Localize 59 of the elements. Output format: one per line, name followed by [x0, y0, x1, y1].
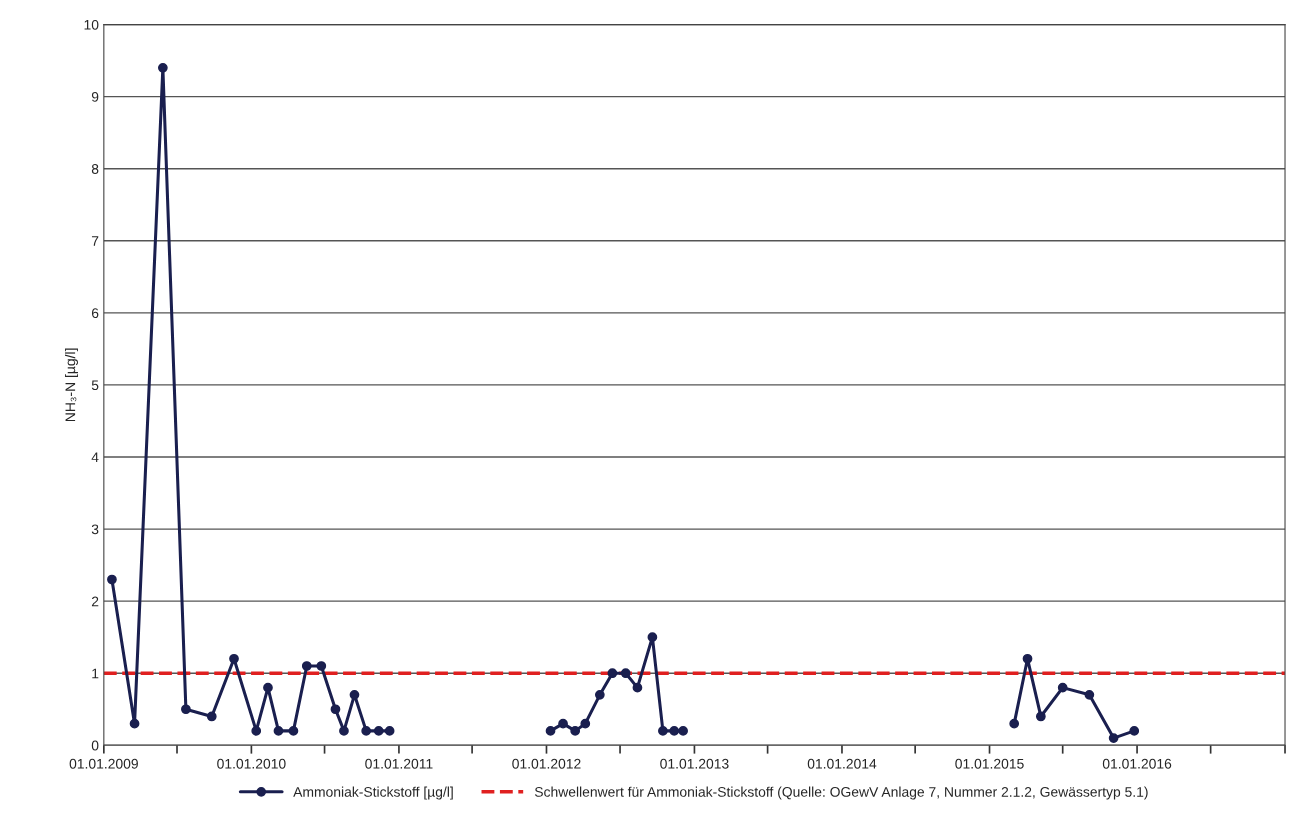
y-tick-label: 0: [91, 740, 99, 751]
point: [361, 726, 372, 736]
y-tick-label: 5: [91, 380, 99, 391]
point: [384, 726, 395, 736]
point: [580, 718, 591, 729]
y-tick-label: 7: [91, 236, 99, 246]
point: [647, 632, 658, 643]
point: [181, 704, 191, 715]
x-tick-label: 01.01.2013: [660, 758, 729, 769]
y-tick-label: 1: [92, 668, 99, 679]
point: [669, 726, 680, 736]
x-tick-label: 01.01.2014: [807, 758, 877, 769]
x-tick-label: 01.01.2012: [512, 758, 581, 769]
point: [658, 726, 668, 736]
x-tick-label: 01.01.2016: [1102, 758, 1172, 769]
y-axis-title: NH₃-N [µg/l]: [65, 348, 78, 422]
point: [570, 726, 581, 736]
x-tick-label: 01.01.2009: [69, 758, 138, 769]
point: [594, 689, 605, 700]
point: [206, 711, 217, 722]
point: [316, 661, 327, 671]
point: [330, 704, 341, 715]
y-tick-label: 2: [91, 596, 99, 607]
y-tick-label: 6: [91, 308, 99, 319]
point: [373, 726, 384, 736]
x-tick-label: 01.01.2015: [955, 758, 1024, 769]
y-tick-label: 3: [91, 524, 99, 535]
y-tick-label: 8: [91, 164, 99, 174]
x-tick-label: 01.01.2011: [365, 758, 433, 769]
point: [558, 718, 568, 729]
point: [301, 661, 312, 671]
point: [678, 726, 688, 736]
point: [157, 62, 168, 73]
point: [273, 726, 284, 736]
y-tick-label: 9: [91, 91, 99, 102]
point: [1084, 689, 1095, 700]
point: [620, 668, 631, 679]
point: [1009, 718, 1020, 729]
legend-label: Schwellenwert für Ammoniak-Stickstoff (Quelle: OGewV Anlage 7, Nummer 2.1.2, Gewässertyp 5.1): [534, 786, 1148, 800]
point: [1035, 711, 1046, 722]
point: [607, 668, 618, 679]
point: [339, 726, 349, 736]
point: [545, 726, 556, 736]
point: [229, 653, 239, 664]
point: [129, 718, 140, 729]
point: [263, 682, 273, 693]
point: [251, 726, 262, 736]
point: [349, 689, 360, 700]
point: [107, 574, 117, 585]
y-tick-label: 10: [84, 19, 99, 30]
point: [632, 682, 643, 693]
point: [1022, 653, 1033, 664]
x-tick-label: 01.01.2010: [217, 758, 286, 769]
point: [1108, 733, 1119, 743]
point: [1129, 726, 1140, 736]
point: [1057, 682, 1068, 693]
y-tick-label: 4: [91, 452, 99, 463]
point: [288, 726, 299, 736]
legend-label: Ammoniak-Stickstoff [µg/l]: [293, 786, 453, 800]
